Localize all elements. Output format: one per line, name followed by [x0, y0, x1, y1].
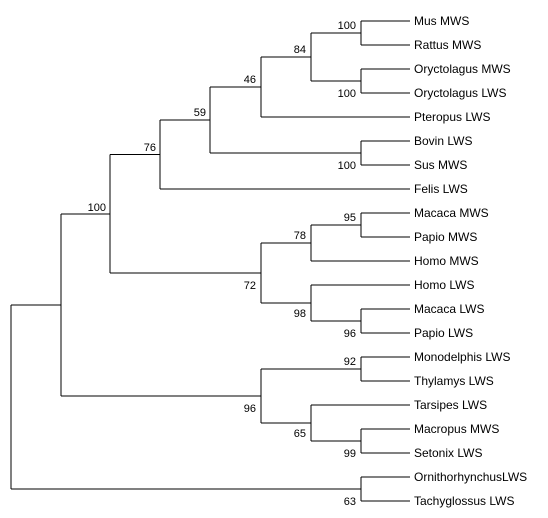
leaf-label-monodelphis-lws: Monodelphis LWS [414, 350, 511, 364]
support-value-mus-rattus: 100 [338, 20, 356, 32]
leaf-label-thylamys-lws: Thylamys LWS [414, 374, 494, 388]
leaf-label-rattus-mws: Rattus MWS [414, 38, 481, 52]
leaf-label-setonix-lws: Setonix LWS [414, 446, 482, 460]
leaf-label-macaca-mws: Macaca MWS [414, 206, 489, 220]
support-value-primate-lws: 98 [294, 308, 306, 320]
leaf-label-oryctolagus-lws: Oryctolagus LWS [414, 86, 506, 100]
support-value-laurasia-group: 59 [194, 107, 206, 119]
leaf-label-oryctolagus-mws: Oryctolagus MWS [414, 62, 511, 76]
support-value-placentals: 100 [88, 202, 106, 214]
leaf-label-macaca-lws: Macaca LWS [414, 302, 484, 316]
leaf-label-bovin-lws: Bovin LWS [414, 134, 472, 148]
leaf-label-ornithorhynchus-lws: OrnithorhynchusLWS [414, 470, 527, 484]
support-value-marsupials: 96 [244, 403, 256, 415]
support-value-primate-mws: 78 [294, 230, 306, 242]
leaf-label-macropus-mws: Macropus MWS [414, 422, 499, 436]
support-value-macaca-papio-lws: 96 [344, 328, 356, 340]
support-values: 100 100 84 46 100 59 76 95 78 96 98 72 1… [88, 20, 356, 508]
support-value-glires: 84 [294, 44, 306, 56]
leaf-label-tachyglossus-lws: Tachyglossus LWS [414, 494, 514, 508]
support-value-diprotodont: 65 [294, 428, 306, 440]
support-value-oryctolagus-pair: 100 [338, 88, 356, 100]
support-value-monotremes: 63 [344, 496, 356, 508]
support-value-monodelphis-thylamys: 92 [344, 356, 356, 368]
support-value-primates: 72 [244, 280, 256, 292]
support-value-glires-pteropus: 46 [244, 74, 256, 86]
leaf-label-papio-mws: Papio MWS [414, 230, 477, 244]
leaf-label-papio-lws: Papio LWS [414, 326, 473, 340]
support-value-macaca-papio-mws: 95 [344, 212, 356, 224]
leaf-label-tarsipes-lws: Tarsipes LWS [414, 398, 487, 412]
leaf-label-homo-mws: Homo MWS [414, 254, 479, 268]
leaf-labels: Mus MWS Rattus MWS Oryctolagus MWS Oryct… [414, 14, 527, 508]
leaf-label-mus-mws: Mus MWS [414, 14, 469, 28]
support-value-macropus-setonix: 99 [344, 448, 356, 460]
leaf-label-pteropus-lws: Pteropus LWS [414, 110, 490, 124]
support-value-placental-nonprimate: 76 [144, 142, 156, 154]
leaf-label-sus-mws: Sus MWS [414, 158, 467, 172]
leaf-label-homo-lws: Homo LWS [414, 278, 474, 292]
support-value-bovin-sus: 100 [338, 160, 356, 172]
leaf-label-felis-lws: Felis LWS [414, 182, 468, 196]
tree-branches [10, 20, 410, 502]
